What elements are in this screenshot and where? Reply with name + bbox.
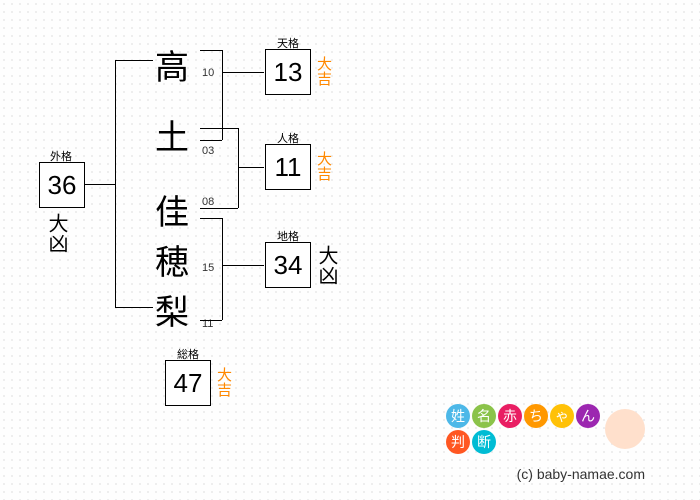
- line: [115, 60, 116, 308]
- line: [222, 72, 264, 73]
- tenkaku-fortune: 大吉: [316, 56, 331, 86]
- line: [222, 50, 223, 140]
- tenkaku-box: 13: [265, 49, 311, 95]
- jinkaku-value: 11: [275, 152, 302, 183]
- baby-icon: [605, 409, 645, 449]
- gaikaku-value: 36: [48, 170, 77, 201]
- stroke-2: 03: [202, 145, 214, 157]
- line: [200, 128, 238, 129]
- line: [200, 208, 238, 209]
- char-2: 土: [155, 110, 197, 152]
- tenkaku-value: 13: [274, 57, 303, 88]
- logo-ball: 姓: [446, 404, 470, 428]
- soukaku-box: 47: [165, 360, 211, 406]
- line: [200, 50, 222, 51]
- chikaku-value: 34: [274, 250, 303, 281]
- logo-ball: 赤: [498, 404, 522, 428]
- char-1: 高: [155, 40, 197, 82]
- logo: 姓 名 赤 ち ゃ ん 判 断: [445, 403, 645, 455]
- soukaku-value: 47: [174, 368, 203, 399]
- gaikaku-fortune: 大凶: [46, 213, 66, 253]
- line: [200, 140, 222, 141]
- stroke-3: 08: [202, 196, 214, 208]
- logo-ball: ち: [524, 404, 548, 428]
- jinkaku-fortune: 大吉: [316, 151, 331, 181]
- line: [238, 128, 239, 208]
- stroke-4: 15: [202, 262, 214, 274]
- line: [115, 60, 153, 61]
- logo-ball: ゃ: [550, 404, 574, 428]
- char-5: 梨: [155, 285, 197, 327]
- logo-ball: 名: [472, 404, 496, 428]
- stroke-1: 10: [202, 67, 214, 79]
- char-4: 穂: [155, 235, 197, 277]
- line: [200, 320, 222, 321]
- line: [222, 265, 264, 266]
- line: [200, 218, 222, 219]
- line: [238, 167, 264, 168]
- logo-ball: 断: [472, 430, 496, 454]
- chikaku-fortune: 大凶: [316, 245, 336, 285]
- gaikaku-box: 36: [39, 162, 85, 208]
- logo-ball: ん: [576, 404, 600, 428]
- copyright: (c) baby-namae.com: [517, 466, 645, 482]
- line: [85, 184, 115, 185]
- jinkaku-box: 11: [265, 144, 311, 190]
- char-3: 佳: [155, 185, 197, 227]
- line: [222, 218, 223, 320]
- chikaku-box: 34: [265, 242, 311, 288]
- line: [115, 307, 153, 308]
- logo-ball: 判: [446, 430, 470, 454]
- soukaku-fortune: 大吉: [216, 367, 231, 397]
